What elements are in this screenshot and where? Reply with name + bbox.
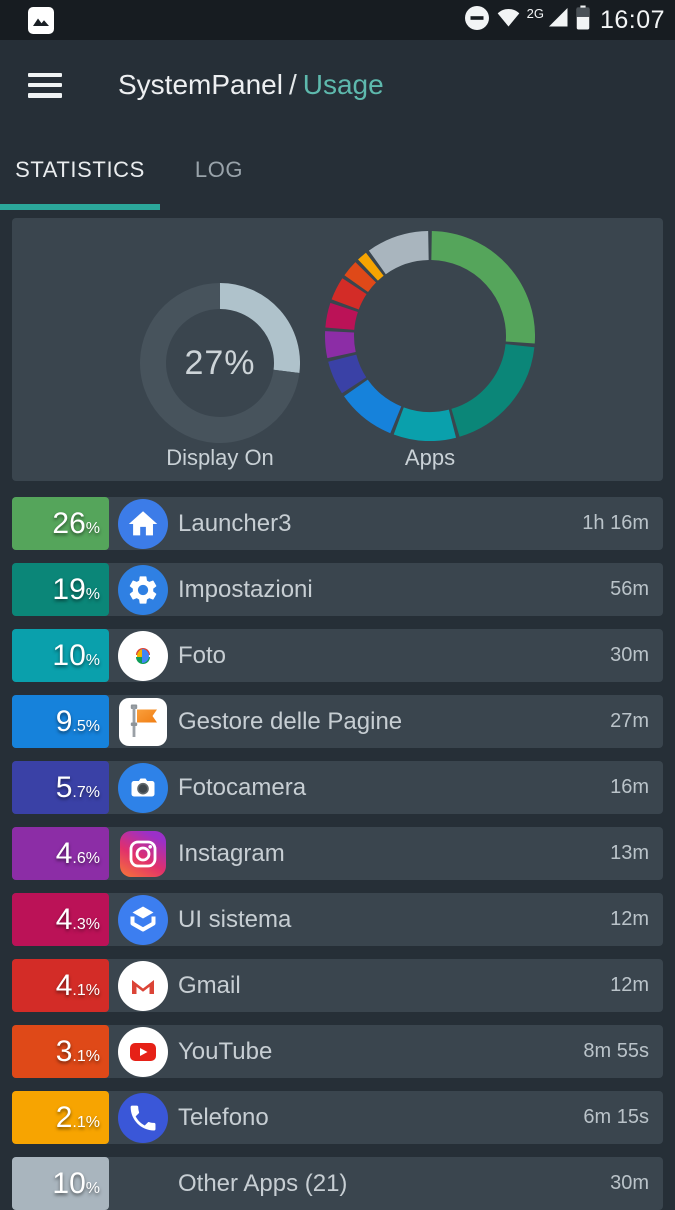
display-on-percent: 27% (184, 343, 256, 382)
app-name: Foto (178, 641, 227, 669)
app-header: SystemPanel / Usage (0, 40, 675, 130)
app-name: UI sistema (178, 905, 292, 933)
app-name: Other Apps (21) (178, 1169, 348, 1197)
title-separator: / (288, 69, 297, 100)
do-not-disturb-icon (464, 5, 490, 36)
app-usage-list: 26% Launcher3 1h 16m 19% Impostazion (0, 497, 675, 1210)
table-row[interactable]: 4.1% Gmail 12m (12, 959, 663, 1012)
table-row[interactable]: 2.1% Telefono 6m 15s (12, 1091, 663, 1144)
clock: 16:07 (599, 5, 665, 34)
no-icon-placeholder (118, 1159, 168, 1209)
signal-strength-icon (546, 5, 571, 35)
section-title: Usage (302, 69, 384, 100)
apps-label: Apps (404, 445, 456, 470)
table-row[interactable]: 4.6% Instagram 13m (12, 827, 663, 880)
table-row[interactable]: 10% Other Apps (21) 30m (12, 1157, 663, 1210)
usage-duration: 56m (610, 578, 649, 600)
app-name: Launcher3 (178, 509, 292, 537)
percent-badge: 4.1% (12, 959, 109, 1012)
usage-duration: 30m (610, 644, 649, 666)
pages-manager-flag-icon (118, 697, 168, 747)
table-row[interactable]: 10% Foto 30m (12, 629, 663, 682)
image-notification-icon (27, 6, 55, 34)
battery-icon (576, 5, 590, 35)
percent-badge: 10% (12, 1157, 109, 1210)
usage-duration: 30m (610, 1172, 649, 1194)
table-row[interactable]: 3.1% YouTube 8m 55s (12, 1025, 663, 1078)
table-row[interactable]: 4.3% UI sistema 12m (12, 893, 663, 946)
percent-badge: 3.1% (12, 1025, 109, 1078)
tab-statistics[interactable]: STATISTICS (15, 157, 145, 182)
usage-summary-card: 27% Display On Apps (12, 218, 663, 481)
display-on-label: Display On (166, 445, 274, 470)
system-ui-cube-icon (118, 894, 168, 945)
usage-duration: 8m 55s (583, 1040, 649, 1062)
wifi-icon (495, 5, 522, 36)
tab-log[interactable]: LOG (194, 157, 244, 182)
network-type-label: 2G (526, 5, 544, 21)
launcher-home-icon (118, 498, 168, 549)
status-bar: 2G 16:07 (0, 0, 675, 40)
app-name: Instagram (178, 839, 285, 867)
table-row[interactable]: 9.5% Gestore delle Pagine 27m (12, 695, 663, 748)
usage-duration: 12m (610, 908, 649, 930)
app-name: Telefono (178, 1103, 269, 1131)
app-name: YouTube (178, 1037, 273, 1065)
percent-badge: 26% (12, 497, 109, 550)
usage-duration: 6m 15s (583, 1106, 649, 1128)
percent-badge: 5.7% (12, 761, 109, 814)
usage-duration: 13m (610, 842, 649, 864)
table-row[interactable]: 26% Launcher3 1h 16m (12, 497, 663, 550)
youtube-icon (118, 1026, 168, 1077)
app-title: SystemPanel (118, 69, 283, 100)
phone-icon (118, 1092, 168, 1143)
app-name: Gmail (178, 971, 241, 999)
hamburger-menu-icon[interactable] (28, 72, 62, 98)
percent-badge: 19% (12, 563, 109, 616)
usage-duration: 27m (610, 710, 649, 732)
table-row[interactable]: 5.7% Fotocamera 16m (12, 761, 663, 814)
apps-donut-chart (325, 231, 535, 441)
percent-badge: 4.3% (12, 893, 109, 946)
percent-badge: 9.5% (12, 695, 109, 748)
usage-duration: 1h 16m (582, 512, 649, 534)
settings-gear-icon (118, 564, 168, 615)
percent-badge: 10% (12, 629, 109, 682)
tab-bar: STATISTICS LOG (0, 130, 675, 210)
app-name: Impostazioni (178, 575, 313, 603)
table-row[interactable]: 19% Impostazioni 56m (12, 563, 663, 616)
gmail-icon (118, 960, 168, 1011)
usage-duration: 16m (610, 776, 649, 798)
app-name: Gestore delle Pagine (178, 707, 403, 735)
page-title: SystemPanel / Usage (118, 69, 384, 101)
app-name: Fotocamera (178, 773, 307, 801)
camera-icon (118, 762, 168, 813)
usage-duration: 12m (610, 974, 649, 996)
active-tab-indicator (0, 204, 160, 210)
display-on-donut-chart (140, 283, 300, 443)
instagram-icon (118, 829, 168, 879)
percent-badge: 2.1% (12, 1091, 109, 1144)
google-photos-icon (118, 630, 168, 681)
percent-badge: 4.6% (12, 827, 109, 880)
